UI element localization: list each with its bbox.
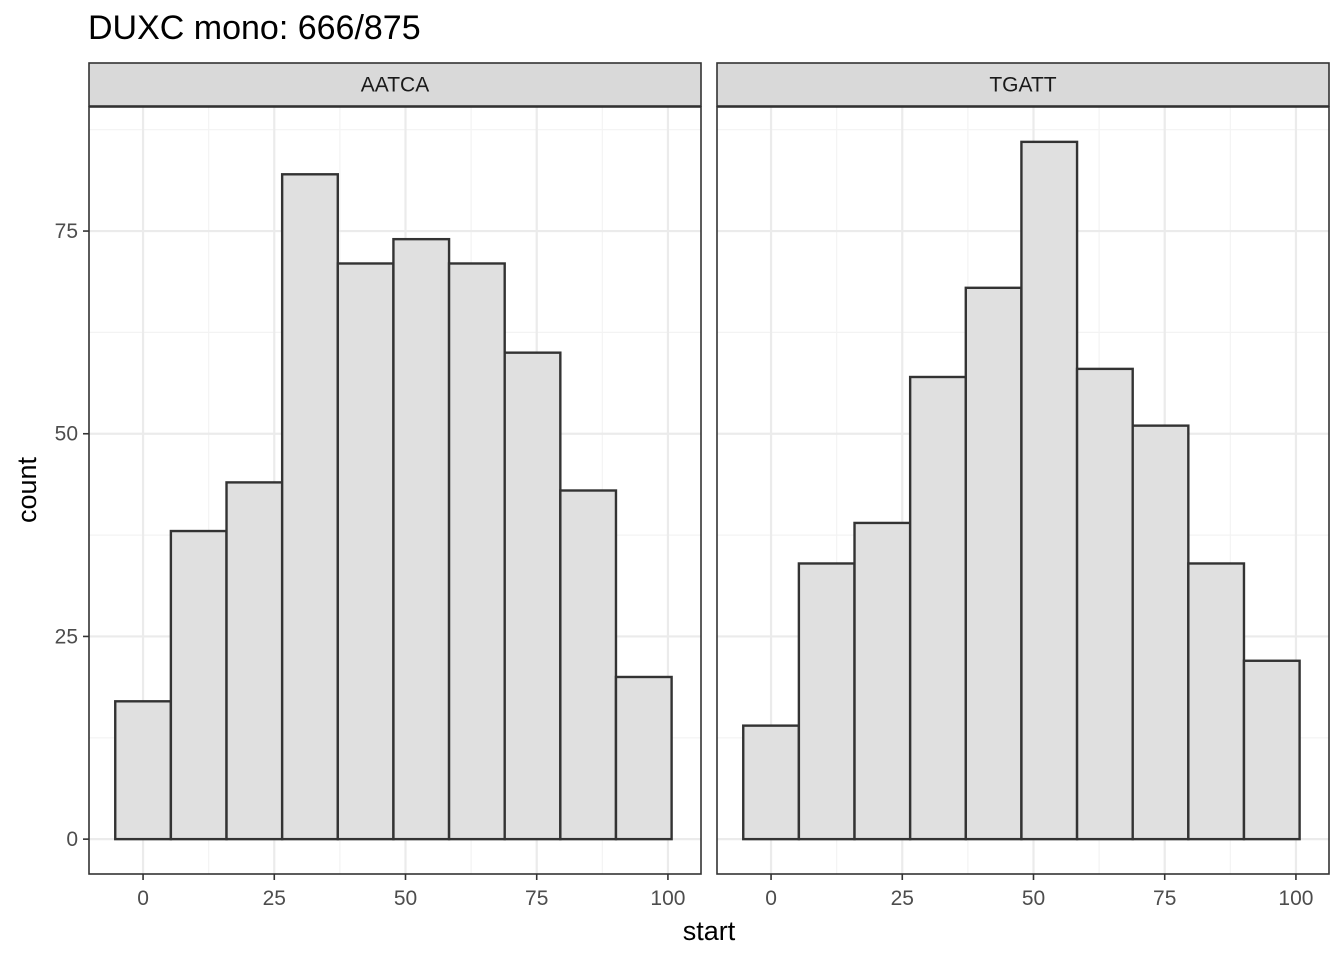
x-axis-title: start — [683, 916, 736, 946]
facet-strip — [88, 62, 702, 107]
histogram-bar — [797, 562, 856, 841]
x-tick-label: 25 — [891, 887, 914, 910]
x-tick-label: 75 — [1153, 887, 1176, 910]
histogram-bar — [280, 173, 339, 841]
x-tick-label: 50 — [394, 887, 417, 910]
y-axis-title: count — [12, 456, 42, 523]
histogram-bar — [742, 724, 801, 841]
x-tick-label: 50 — [1022, 887, 1045, 910]
x-tick-label: 100 — [1278, 887, 1313, 910]
histogram-bar — [503, 351, 562, 841]
histogram-bar — [225, 481, 284, 841]
chart-title: DUXC mono: 666/875 — [88, 9, 421, 47]
x-tick-label: 0 — [765, 887, 777, 910]
x-tick-label: 75 — [525, 887, 548, 910]
histogram-bar — [1187, 562, 1246, 841]
histogram-bar — [559, 489, 618, 841]
x-tick-label: 0 — [137, 887, 149, 910]
facet-panel-2: TGATT 0 25 50 75 100 — [716, 62, 1330, 910]
y-tick-label: 25 — [55, 625, 78, 648]
y-tick-label: 50 — [55, 423, 78, 446]
y-tick-label: 75 — [55, 220, 78, 243]
histogram-bar — [1131, 424, 1190, 841]
histogram-bar — [964, 286, 1023, 841]
facet-panel-1: AATCA 0 25 50 75 100 0 25 50 75 — [55, 62, 702, 910]
histogram-bar — [1242, 659, 1301, 841]
histogram-bar — [114, 700, 173, 841]
panel-border — [716, 106, 1330, 875]
histogram-bar — [392, 237, 451, 841]
histogram-bar — [614, 675, 673, 841]
histogram-bar — [447, 262, 506, 841]
histogram-bar — [853, 521, 912, 841]
panel-border — [88, 106, 702, 875]
histogram-bar — [908, 375, 967, 841]
histogram-bar — [1075, 367, 1134, 841]
facet-strip-label: AATCA — [361, 74, 429, 97]
y-tick-label: 0 — [66, 828, 78, 851]
histogram-bar — [1020, 140, 1079, 841]
x-tick-label: 100 — [650, 887, 685, 910]
facet-strip-label: TGATT — [989, 74, 1056, 97]
histogram-bar — [336, 262, 395, 841]
panels-layer: AATCA 0 25 50 75 100 0 25 50 75 TGATT 0 25 50 75 100 — [55, 62, 1330, 910]
facet-strip — [716, 62, 1330, 107]
x-tick-label: 25 — [263, 887, 286, 910]
histogram-bar — [169, 529, 228, 841]
